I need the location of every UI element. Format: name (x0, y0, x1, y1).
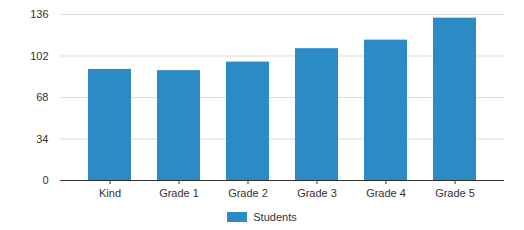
svg-text:Grade 3: Grade 3 (297, 187, 337, 199)
svg-text:0: 0 (42, 174, 48, 186)
svg-text:68: 68 (36, 91, 48, 103)
svg-text:102: 102 (30, 50, 48, 62)
html-text:Students: Students (253, 211, 297, 223)
svg-text:Grade 5: Grade 5 (435, 187, 475, 199)
svg-text:136: 136 (30, 8, 48, 20)
svg-text:34: 34 (36, 133, 48, 145)
svg-text:Grade 4: Grade 4 (366, 187, 406, 199)
svg-text:Grade 2: Grade 2 (228, 187, 268, 199)
svg-text:Grade 1: Grade 1 (159, 187, 199, 199)
svg-text:Kind: Kind (99, 187, 121, 199)
